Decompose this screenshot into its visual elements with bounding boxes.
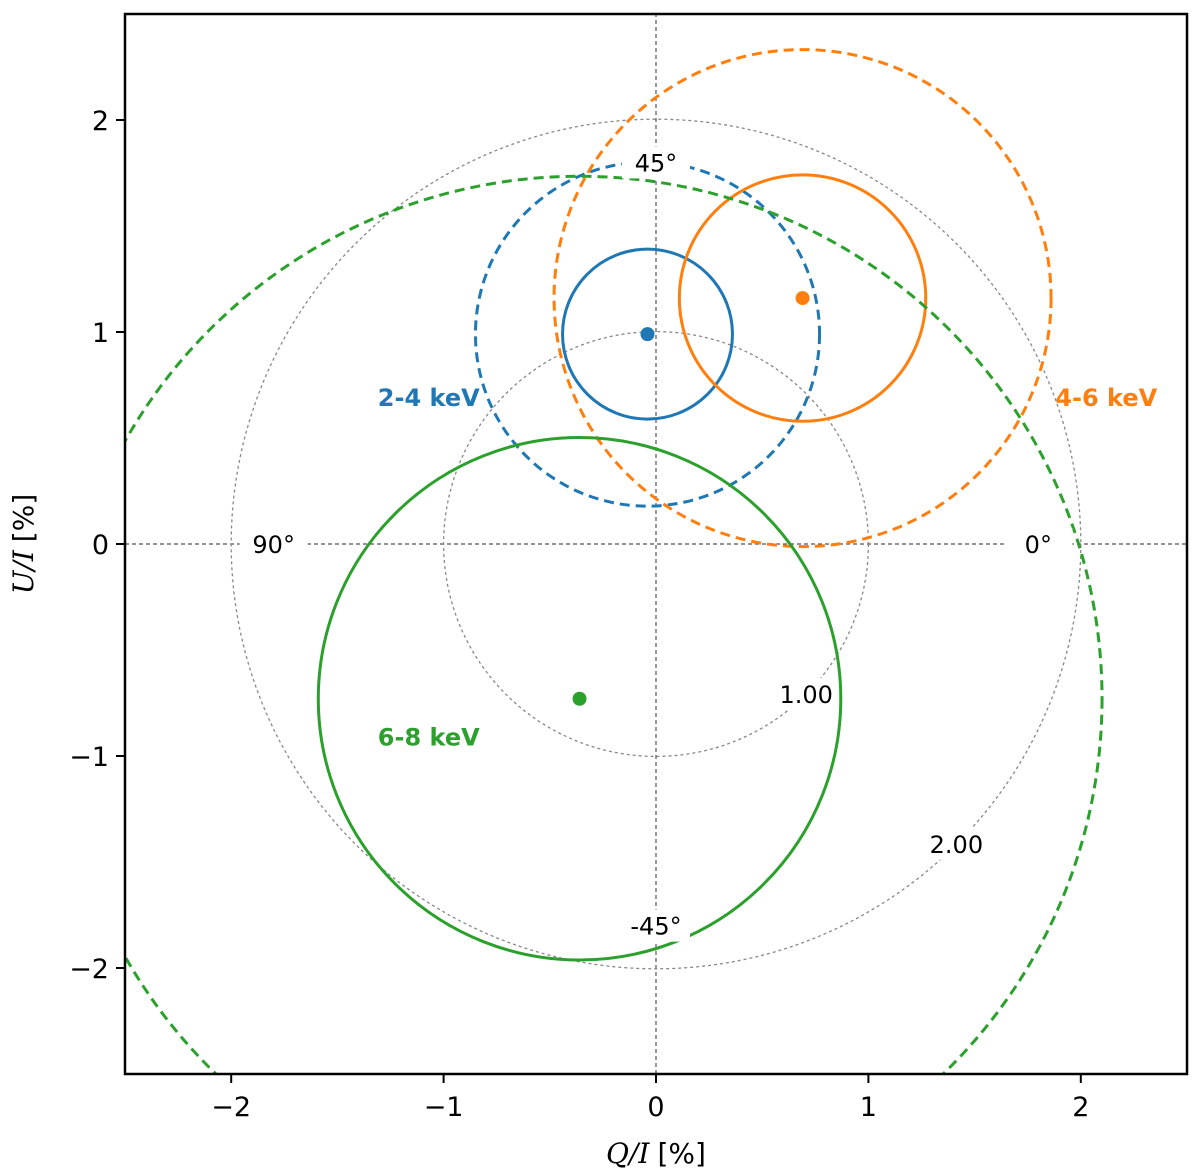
x-axis-label-unit: [%] [658, 1137, 706, 1170]
angle-label-2: 90° [252, 531, 295, 559]
angle-label-bg-2 [239, 528, 308, 560]
series-0-point [640, 327, 655, 342]
plot-area [125, 14, 1187, 1074]
y-tick-label: −1 [69, 742, 109, 773]
series-1-label: 4-6 keV [1055, 384, 1157, 412]
angle-label-0: 45° [635, 149, 678, 177]
angle-label-1: -45° [630, 913, 681, 941]
series-1-contour-solid [677, 173, 928, 423]
x-tick-label: −1 [424, 1092, 464, 1123]
x-tick-label: 0 [647, 1092, 664, 1123]
series-1-contour-dashed [552, 48, 1053, 549]
reference-label-bg-1 [924, 827, 989, 860]
series-0-label: 2-4 keV [378, 384, 480, 412]
y-tick-label: −2 [69, 954, 109, 985]
angle-label-bg-1 [622, 909, 690, 942]
series-2-contour-solid [316, 436, 843, 962]
y-axis-label-var: U/I [7, 549, 40, 594]
series-2-contour-dashed [125, 174, 1104, 1074]
angle-label-bg-0 [622, 146, 690, 179]
axis-ticks: −2 −1 0 1 2 −2 −1 0 1 2 [69, 106, 1089, 1123]
angle-label-3: 0° [1025, 531, 1052, 559]
series-0-contour-dashed [473, 160, 822, 508]
y-tick-label: 2 [92, 106, 109, 137]
reference-circle-0 [442, 330, 870, 758]
series-0-contour-solid [561, 247, 734, 421]
series-2-label: 6-8 keV [378, 723, 480, 751]
x-axis-label-var: Q/I [606, 1137, 650, 1170]
reference-labels: 1.00 2.00 45° -45° 90° 0° [239, 146, 1073, 942]
reference-circle-1 [230, 118, 1082, 970]
reference-circle-label-0: 1.00 [779, 681, 832, 709]
y-tick-label: 1 [92, 318, 109, 349]
angle-label-bg-3 [1004, 528, 1073, 560]
y-tick-label: 0 [92, 530, 109, 561]
y-axis-label-unit: [%] [7, 494, 40, 542]
series-labels: 2-4 keV 4-6 keV 6-8 keV [378, 384, 1158, 751]
reference-label-bg-0 [774, 677, 839, 710]
x-tick-label: −2 [211, 1092, 251, 1123]
reference-circle-label-1: 2.00 [930, 831, 983, 859]
x-tick-label: 1 [860, 1092, 877, 1123]
x-tick-label: 2 [1072, 1092, 1089, 1123]
series-1-point [795, 291, 810, 306]
x-axis-label: Q/I [%] [606, 1137, 706, 1170]
series-layer [125, 48, 1104, 1074]
series-2-point [572, 691, 587, 706]
y-axis-label: U/I [%] [7, 494, 40, 595]
